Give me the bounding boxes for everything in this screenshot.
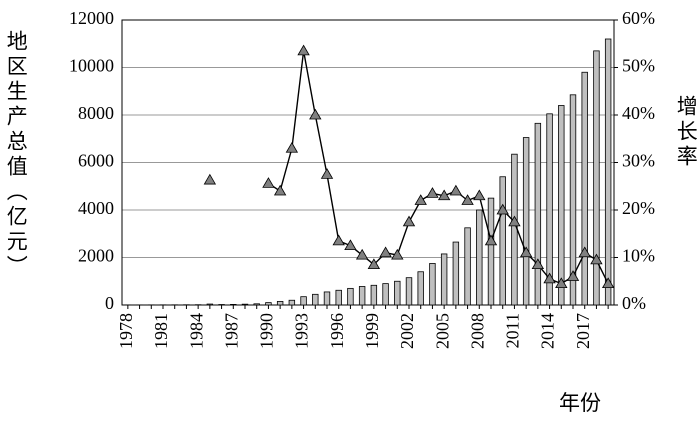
marker [203, 173, 217, 185]
marker [414, 194, 427, 205]
bar [288, 299, 296, 306]
x-tick-label: 2002 [397, 313, 417, 349]
bar [405, 277, 413, 306]
x-tick-label: 1990 [257, 313, 277, 349]
marker [402, 215, 416, 227]
x-axis-label: 年份 [559, 391, 601, 415]
marker [578, 246, 591, 258]
marker [391, 248, 404, 260]
plot-frame [121, 19, 615, 306]
marker [449, 184, 463, 196]
y-tick-label: 2000 [78, 246, 114, 266]
marker [309, 108, 322, 120]
bar [499, 176, 506, 306]
bar [429, 263, 436, 306]
y-tick-label: 12000 [69, 8, 114, 28]
y2-tick-label: 20% [622, 198, 655, 218]
bar [312, 293, 319, 306]
bar [522, 137, 530, 306]
marker [496, 203, 509, 215]
marker [543, 272, 556, 284]
x-tick-label: 1996 [327, 313, 347, 349]
marker [367, 258, 381, 270]
bar [253, 303, 260, 306]
bar [569, 94, 577, 306]
x-tick-label: 1984 [186, 313, 206, 349]
marker [566, 270, 580, 281]
bar [546, 113, 553, 306]
marker [379, 246, 392, 258]
bar [511, 153, 518, 306]
bar [382, 283, 389, 306]
marker [262, 177, 275, 188]
y-tick-label: 6000 [78, 151, 114, 171]
x-tick-label: 1999 [362, 313, 382, 349]
marker [484, 234, 498, 246]
marker [473, 189, 486, 201]
bar [440, 253, 448, 306]
y2-tick-label: 30% [622, 151, 655, 171]
y-tick-label: 8000 [78, 103, 114, 123]
bar [241, 303, 249, 306]
x-tick-label: 1981 [151, 313, 171, 349]
x-tick-label: 1978 [116, 313, 136, 349]
bar [358, 286, 366, 306]
y2-tick-label: 40% [622, 103, 655, 123]
bar [335, 289, 342, 306]
bar [558, 105, 565, 306]
bar [581, 71, 588, 306]
bar [593, 50, 600, 306]
bar [476, 209, 483, 306]
marker [590, 253, 603, 265]
bar [452, 241, 460, 306]
marker [297, 44, 310, 56]
bar [604, 38, 612, 306]
marker [332, 234, 345, 246]
x-tick-label: 1993 [292, 313, 312, 349]
marker [355, 248, 369, 260]
y-tick-label: 0 [105, 293, 114, 313]
marker [519, 246, 533, 258]
x-tick-label: 2017 [573, 313, 593, 349]
marker [555, 277, 568, 289]
y-tick-label: 4000 [78, 198, 114, 218]
marker [508, 215, 521, 227]
bar [323, 291, 331, 306]
bar [230, 304, 237, 306]
bar [464, 227, 471, 306]
marker [273, 184, 287, 196]
y2-tick-label: 10% [622, 246, 655, 266]
bar [370, 284, 378, 306]
y-axis-label: 地区生产总值（亿元） [4, 30, 28, 280]
y2-tick-label: 50% [622, 56, 655, 76]
x-tick-label: 2014 [538, 313, 558, 349]
bar [394, 280, 401, 306]
bar [300, 296, 307, 306]
line [268, 50, 609, 285]
x-tick-label: 2005 [432, 313, 452, 349]
x-tick-label: 2011 [503, 313, 523, 348]
bar [206, 303, 214, 306]
marker [601, 277, 615, 289]
y2-axis-label: 增长率 [674, 95, 698, 170]
marker [426, 187, 439, 198]
marker [531, 258, 545, 270]
marker [344, 239, 357, 251]
bar [276, 301, 284, 306]
x-tick-label: 1987 [221, 313, 241, 349]
bar [487, 197, 495, 306]
y2-tick-label: 0% [622, 293, 646, 313]
marker [320, 168, 334, 179]
bar [417, 271, 424, 306]
marker [437, 189, 451, 201]
bar [265, 302, 272, 306]
y-tick-label: 10000 [69, 56, 114, 76]
x-tick-label: 2008 [467, 313, 487, 349]
y2-tick-label: 60% [622, 8, 655, 28]
bar [534, 122, 542, 306]
marker [461, 194, 474, 205]
marker [285, 141, 299, 153]
bar [347, 287, 354, 306]
